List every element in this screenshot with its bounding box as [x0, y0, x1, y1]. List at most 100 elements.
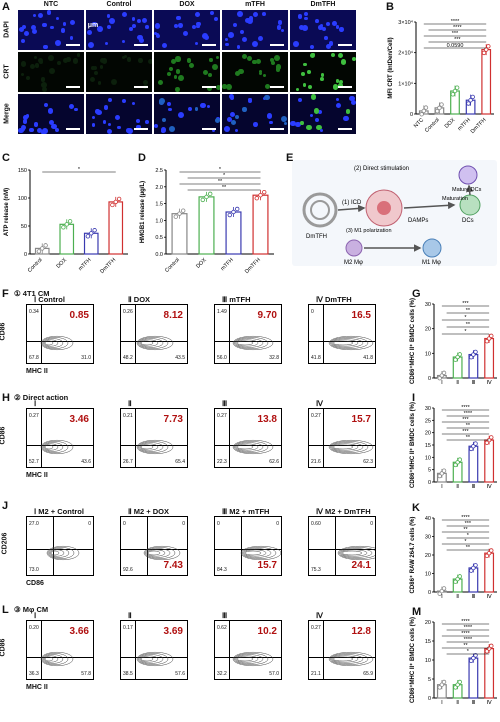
contour-plot [136, 335, 174, 351]
cell-dot [203, 69, 209, 76]
cell-dot [212, 128, 216, 132]
micrograph [86, 94, 152, 134]
panel-label-b: B [386, 1, 394, 13]
micrograph: 50 μm [86, 10, 152, 50]
flow-plot-title: Ⅰ [34, 611, 37, 620]
significance-label: *** [462, 417, 469, 423]
cell-dot [107, 98, 113, 103]
flow-plot-title: Ⅳ DmTFH [316, 295, 352, 304]
contour-ring [143, 545, 181, 561]
scale-bar [134, 128, 148, 130]
cell-dot [43, 103, 48, 108]
cell-dot [308, 84, 313, 89]
cell-dot [293, 41, 299, 48]
quadrant-ul-value: 0 [217, 521, 220, 527]
data-point [61, 225, 66, 230]
flow-plot: 0.20 36.3 57.8 3.66 [26, 620, 94, 680]
cell-dot [25, 114, 29, 118]
scale-bar-label: 50 μm [86, 22, 99, 29]
data-point [419, 112, 424, 117]
cell-dot [315, 118, 320, 123]
quadrant-ll-value: 32.2 [217, 671, 227, 677]
quadrant-highlight-value: 24.1 [351, 560, 371, 571]
quadrant-lr-value: 65.9 [363, 671, 373, 677]
y-tick-label: 0 [428, 590, 431, 596]
y-tick-label: 150 [18, 168, 27, 174]
cell-dot [298, 14, 303, 19]
contour-ring [139, 443, 159, 451]
y-tick-label: 40 [425, 516, 431, 522]
contour-ring [137, 337, 169, 349]
schematic-mechanism: (2) Direct stimulation (1) ICD DAMPs DmT… [292, 160, 497, 266]
panel-label-a: A [2, 1, 10, 13]
contour-ring [233, 441, 269, 453]
flow-x-axis-label: MHC II [26, 472, 48, 479]
panel-label-i: I [412, 392, 416, 404]
cell-dot [50, 25, 54, 30]
x-tick-label: Ⅳ [487, 594, 493, 600]
micro-col-header: mTFH [245, 1, 265, 8]
x-tick-label: Ⅱ [456, 594, 459, 600]
micro-row-label: Merge [3, 103, 11, 124]
gate-line-vertical [135, 409, 136, 467]
cell-dot [274, 54, 281, 61]
gate-line-vertical [229, 305, 230, 363]
contour-ring [145, 548, 171, 558]
cell-dot [93, 65, 98, 70]
y-tick-label: 3×10⁴ [398, 19, 413, 26]
quadrant-lr-value: 41.8 [363, 355, 373, 361]
significance-label: *** [462, 429, 469, 435]
cell-dot [122, 98, 127, 103]
flow-plot-title: Ⅳ [316, 611, 323, 620]
cell-dot [32, 28, 38, 35]
data-point [113, 199, 118, 205]
cell-dot [31, 24, 37, 30]
quadrant-ll-value: 21.6 [311, 459, 321, 465]
cell-dot [222, 84, 227, 89]
contour-ring [330, 654, 364, 664]
cell-dot [324, 36, 329, 40]
cell-dot [335, 79, 340, 83]
gate-line-horizontal [215, 341, 281, 342]
data-point [454, 85, 460, 90]
panel-label-d: D [138, 152, 146, 164]
cell-dot [60, 28, 66, 34]
quadrant-ll-value: 41.8 [311, 355, 321, 361]
data-point [457, 457, 462, 462]
y-axis-label: CD86⁺MHC II⁺ BMDC cells (%) [409, 617, 416, 703]
contour-plot [136, 439, 174, 455]
cell-dot [343, 115, 349, 122]
significance-label: ** [466, 322, 471, 328]
flow-plot: 0.17 38.5 57.6 3.69 [120, 620, 188, 680]
cell-dot [47, 108, 53, 114]
flow-plot-title: Ⅲ M2 + mTFH [222, 507, 270, 516]
cell-dot [142, 18, 148, 24]
micro-col-header: NTC [43, 1, 59, 8]
cell-dot [335, 25, 340, 29]
cell-dot [194, 11, 200, 17]
bar [171, 213, 188, 255]
contour-ring [243, 549, 267, 557]
micrograph [290, 94, 356, 134]
y-tick-label: 1.0 [155, 218, 163, 224]
quadrant-highlight-value: 10.2 [257, 626, 277, 637]
y-tick-label: 15 [425, 639, 431, 645]
contour-ring [234, 338, 264, 348]
quadrant-ll-value: 38.5 [123, 671, 133, 677]
y-tick-label: 10 [425, 658, 431, 664]
cell-dot [195, 41, 199, 45]
section-title: ② Direct action [14, 393, 69, 402]
cell-dot [215, 85, 220, 91]
x-tick-label: DmTFH [244, 257, 262, 275]
quadrant-highlight-value: 7.73 [163, 414, 183, 425]
contour-ring [236, 444, 254, 450]
quadrant-highlight-value: 12.8 [351, 626, 371, 637]
significance-label: * [467, 649, 470, 655]
cell-dot [98, 81, 102, 85]
y-axis-label: CD86⁺MHC II⁺ BMDC cells (%) [409, 402, 416, 488]
chart-c-atp: 0 50 100 150 Control DOX mTFH DmTFH * ATP release… [4, 167, 128, 275]
cell-dot [92, 116, 96, 120]
cell-dot [238, 68, 244, 75]
micro-col-header: Control [106, 1, 132, 8]
